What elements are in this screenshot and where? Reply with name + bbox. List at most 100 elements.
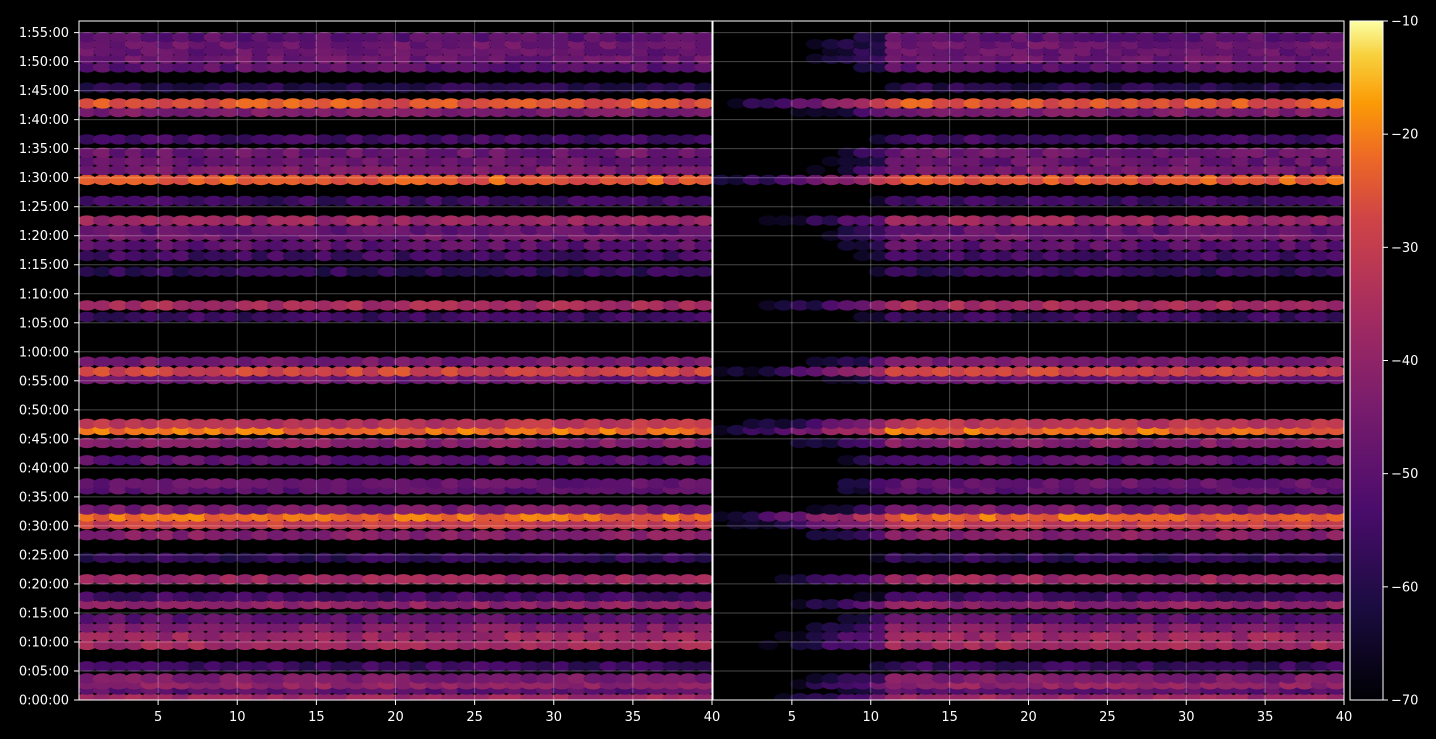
heatmap-cell xyxy=(995,599,1015,610)
heatmap-cell xyxy=(1152,174,1173,186)
heatmap-cell xyxy=(425,530,445,541)
heatmap-cell xyxy=(1247,266,1267,277)
heatmap-cell xyxy=(1326,599,1344,610)
heatmap-cell xyxy=(615,311,635,323)
heatmap-cell xyxy=(900,530,920,541)
heatmap-cell xyxy=(298,266,319,277)
heatmap-cell xyxy=(1294,164,1315,176)
heatmap-cell xyxy=(346,693,366,700)
heatmap-cell xyxy=(662,250,683,262)
heatmap-cell xyxy=(931,622,952,633)
heatmap-cell xyxy=(377,311,398,323)
heatmap-cell xyxy=(551,530,572,541)
heatmap-cell xyxy=(868,418,889,429)
heatmap-cell xyxy=(124,98,145,109)
heatmap-cell xyxy=(947,240,968,251)
heatmap-cell xyxy=(409,599,430,610)
heatmap-cell xyxy=(916,98,936,109)
heatmap-cell xyxy=(1263,174,1283,186)
heatmap-cell xyxy=(219,599,240,610)
heatmap-cell xyxy=(631,673,651,684)
heatmap-cell xyxy=(362,478,382,489)
heatmap-cell xyxy=(916,661,936,672)
heatmap-cell xyxy=(567,478,588,489)
heatmap-cell xyxy=(1105,156,1126,167)
heatmap-cell xyxy=(1137,215,1157,226)
heatmap-cell xyxy=(1168,195,1189,207)
heatmap-cell xyxy=(441,250,461,262)
heatmap-cell xyxy=(1058,437,1078,449)
heatmap-cell xyxy=(615,147,635,158)
heatmap-cell xyxy=(979,639,999,651)
heatmap-cell xyxy=(441,373,461,385)
heatmap-cell xyxy=(1026,599,1047,610)
heatmap-cell xyxy=(694,519,712,530)
heatmap-cell xyxy=(1073,147,1094,158)
heatmap-cell xyxy=(472,613,493,624)
heatmap-cell xyxy=(409,356,430,367)
heatmap-cell xyxy=(298,53,319,64)
heatmap-cell xyxy=(837,39,857,50)
heatmap-cell xyxy=(79,418,97,429)
heatmap-cell xyxy=(947,250,968,262)
heatmap-cell xyxy=(1026,366,1047,377)
heatmap-cell xyxy=(678,673,699,684)
heatmap-cell xyxy=(377,356,398,367)
heatmap-cell xyxy=(235,62,255,73)
heatmap-cell xyxy=(92,250,113,262)
heatmap-cell xyxy=(900,250,920,262)
heatmap-cell xyxy=(1326,300,1344,311)
heatmap-cell xyxy=(1200,639,1220,651)
heatmap-cell xyxy=(298,174,319,186)
heatmap-cell xyxy=(805,98,826,109)
heatmap-cell xyxy=(314,639,335,651)
heatmap-cell xyxy=(1247,519,1267,530)
heatmap-cell xyxy=(298,574,319,585)
heatmap-cell xyxy=(79,82,97,93)
heatmap-cell xyxy=(1215,504,1236,515)
heatmap-cell xyxy=(551,673,572,684)
heatmap-cell xyxy=(694,373,712,385)
colorbar-tick-label: −30 xyxy=(1391,241,1418,256)
heatmap-cell xyxy=(931,195,952,207)
heatmap-cell xyxy=(79,599,97,610)
heatmap-cell xyxy=(124,552,145,563)
heatmap-cell xyxy=(1263,366,1283,377)
heatmap-cell xyxy=(456,174,477,186)
heatmap-cell xyxy=(456,240,477,251)
heatmap-cell xyxy=(488,693,509,700)
heatmap-cell xyxy=(520,250,540,262)
heatmap-cell xyxy=(1121,519,1141,530)
heatmap-cell xyxy=(995,266,1015,277)
heatmap-cell xyxy=(425,266,445,277)
heatmap-cell xyxy=(646,195,667,207)
heatmap-cell xyxy=(1089,366,1110,377)
heatmap-cell xyxy=(884,134,905,145)
heatmap-cell xyxy=(362,631,382,642)
heatmap-cell xyxy=(393,156,414,167)
heatmap-cell xyxy=(1215,631,1236,642)
colorbar-tick-label: −40 xyxy=(1391,354,1418,369)
heatmap-cell xyxy=(963,591,984,602)
heatmap-cell xyxy=(251,32,271,43)
heatmap-cell xyxy=(758,98,778,109)
heatmap-cell xyxy=(1168,552,1189,563)
heatmap-cell xyxy=(425,156,445,167)
heatmap-cell xyxy=(1263,147,1283,158)
heatmap-cell xyxy=(805,519,826,530)
heatmap-cell xyxy=(251,639,271,651)
heatmap-cell xyxy=(1105,693,1126,700)
heatmap-cell xyxy=(884,437,905,449)
heatmap-cell xyxy=(1279,174,1299,186)
heatmap-cell xyxy=(1215,156,1236,167)
heatmap-cell xyxy=(1247,631,1267,642)
heatmap-cell xyxy=(837,631,857,642)
heatmap-cell xyxy=(995,591,1015,602)
heatmap-cell xyxy=(646,134,667,145)
heatmap-cell xyxy=(947,599,968,610)
heatmap-cell xyxy=(79,147,97,158)
heatmap-cell xyxy=(1294,366,1315,377)
heatmap-cell xyxy=(790,511,810,522)
heatmap-cell xyxy=(963,661,984,672)
heatmap-cell xyxy=(884,455,905,466)
